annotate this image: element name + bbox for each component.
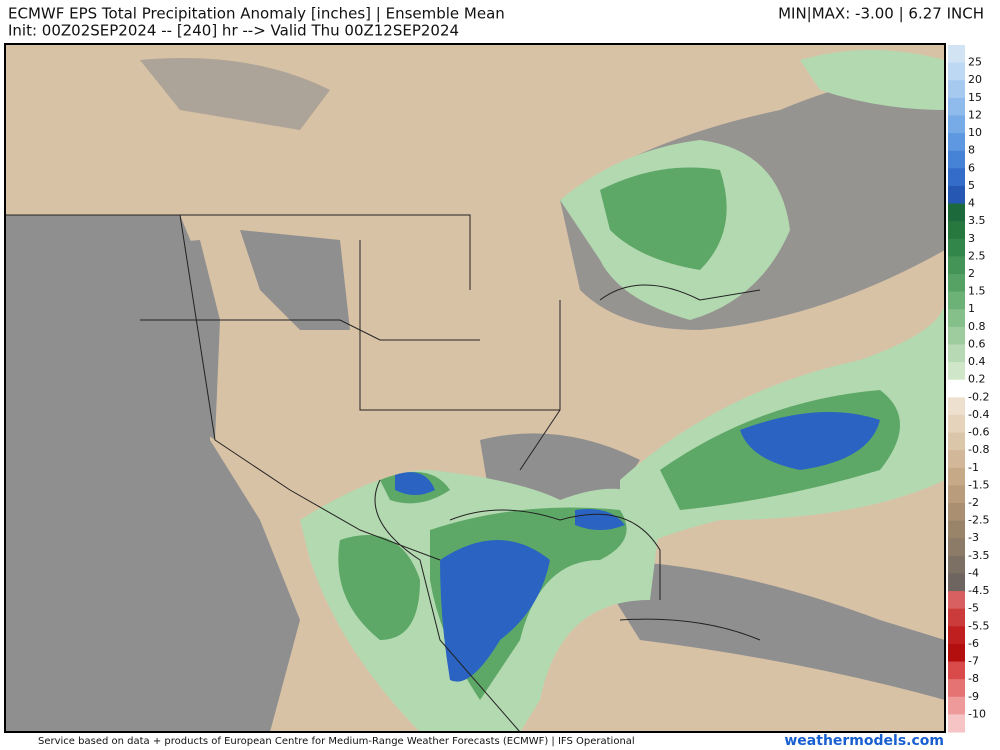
colorbar-swatch (948, 520, 965, 539)
colorbar-label: -1 (968, 461, 979, 474)
map (5, 44, 945, 732)
colorbar-swatch (948, 274, 965, 293)
colorbar-swatch (948, 45, 965, 64)
colorbar-swatch (948, 450, 965, 469)
colorbar-swatch (948, 714, 965, 733)
colorbar-swatch (948, 150, 965, 169)
colorbar-swatch (948, 397, 965, 416)
colorbar-swatch (948, 696, 965, 715)
colorbar-swatch (948, 608, 965, 627)
colorbar-swatch (948, 467, 965, 486)
colorbar-swatch (948, 97, 965, 116)
colorbar-label: 1 (968, 302, 975, 315)
colorbar-label: 1.5 (968, 285, 986, 298)
colorbar-swatch (948, 573, 965, 592)
colorbar-label: -3.5 (968, 549, 989, 562)
colorbar-label: 2 (968, 267, 975, 280)
colorbar-swatch (948, 115, 965, 134)
colorbar-label: 3.5 (968, 214, 986, 227)
colorbar-swatch (948, 503, 965, 522)
colorbar-label: 20 (968, 73, 982, 86)
colorbar-swatch (948, 203, 965, 222)
colorbar-label: -2.5 (968, 514, 989, 527)
colorbar-swatch (948, 221, 965, 240)
colorbar-label: -3 (968, 531, 979, 544)
colorbar-swatch (948, 626, 965, 645)
colorbar-label: 4 (968, 197, 975, 210)
site-link[interactable]: weathermodels.com (784, 733, 944, 749)
colorbar-swatch (948, 379, 965, 398)
colorbar-label: 15 (968, 91, 982, 104)
colorbar-label: -9 (968, 690, 979, 703)
colorbar-label: 5 (968, 179, 975, 192)
colorbar-swatch (948, 538, 965, 557)
colorbar-label: 8 (968, 144, 975, 157)
colorbar-label: -1.5 (968, 478, 989, 491)
colorbar-label: -0.2 (968, 390, 989, 403)
colorbar-swatch (948, 133, 965, 152)
colorbar-swatch (948, 591, 965, 610)
colorbar-label: -5 (968, 602, 979, 615)
colorbar-swatch (948, 256, 965, 275)
colorbar-swatch (948, 414, 965, 434)
colorbar-swatch (948, 661, 965, 680)
colorbar-swatch (948, 185, 965, 205)
colorbar-swatch (948, 80, 965, 99)
min-max: MIN|MAX: -3.00 | 6.27 INCH (778, 5, 984, 23)
colorbar-label: -6 (968, 637, 979, 650)
colorbar-label: -4.5 (968, 584, 989, 597)
colorbar-label: 10 (968, 126, 982, 139)
colorbar-label: -10 (968, 707, 986, 720)
colorbar: 25 20 15 12 10 8 6 5 4 3.5 3 2.5 2 1.5 1 0.8 0.6 0.4 0.2 -0… (948, 45, 989, 733)
colorbar-label: 0.8 (968, 320, 986, 333)
colorbar-label: 0.4 (968, 355, 986, 368)
colorbar-label: 25 (968, 56, 982, 69)
colorbar-label: -4 (968, 566, 979, 579)
colorbar-label: 0.2 (968, 373, 986, 386)
colorbar-swatch (948, 238, 965, 257)
colorbar-label: -7 (968, 655, 979, 668)
colorbar-label: 2.5 (968, 249, 986, 262)
map-frame (4, 43, 946, 733)
colorbar-swatch (948, 62, 965, 81)
colorbar-label: -2 (968, 496, 979, 509)
colorbar-label: -5.5 (968, 619, 989, 632)
subtitle: Init: 00Z02SEP2024 -- [240] hr --> Valid… (8, 22, 459, 40)
colorbar-swatch (948, 168, 965, 187)
colorbar-label: 3 (968, 232, 975, 245)
colorbar-swatch (948, 291, 965, 310)
colorbar-swatch (948, 326, 965, 345)
colorbar-label: -0.6 (968, 426, 989, 439)
colorbar-swatch (948, 344, 965, 363)
colorbar-label: -0.4 (968, 408, 989, 421)
colorbar-label: -8 (968, 672, 979, 685)
colorbar-label: 12 (968, 108, 982, 121)
colorbar-swatch (948, 432, 965, 451)
colorbar-label: 6 (968, 161, 975, 174)
colorbar-label: 0.6 (968, 337, 986, 350)
colorbar-swatch (948, 643, 965, 663)
colorbar-swatch (948, 309, 965, 328)
colorbar-swatch (948, 555, 965, 574)
colorbar-swatch (948, 362, 965, 381)
title: ECMWF EPS Total Precipitation Anomaly [i… (8, 5, 505, 23)
colorbar-swatch (948, 679, 965, 698)
colorbar-swatch (948, 485, 965, 504)
colorbar-label: -0.8 (968, 443, 989, 456)
credit: Service based on data + products of Euro… (38, 736, 635, 747)
